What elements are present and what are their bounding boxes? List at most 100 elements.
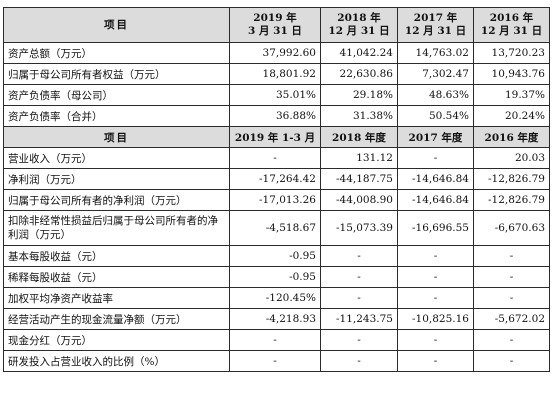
row-value: - (397, 329, 474, 351)
row-value: 18,801.92 (229, 63, 321, 85)
table-row: 资产总额（万元） 37,992.60 41,042.24 14,763.02 13,72… (3, 42, 550, 64)
row-value: -12,826.79 (473, 168, 550, 190)
row-value: -14,646.84 (397, 189, 474, 211)
row-value: 14,763.02 (397, 42, 474, 64)
row-value: 19.37% (473, 84, 550, 106)
header-period: 2019 年 1-3 月 (229, 126, 321, 148)
row-label: 研发投入占营业收入的比例（%） (3, 350, 230, 372)
header-item: 项目 (3, 7, 230, 43)
table-row: 加权平均净资产收益率 -120.45% - - - (3, 287, 550, 309)
row-label: 归属于母公司所有者的净利润（万元） (3, 189, 230, 211)
table-row: 经营活动产生的现金流量净额（万元） -4,218.93 -11,243.75 -10,… (3, 308, 550, 330)
row-value: 50.54% (397, 105, 474, 127)
table-row: 现金分红（万元） - - - - (3, 329, 550, 351)
row-value: -5,672.02 (473, 308, 550, 330)
row-label: 净利润（万元） (3, 168, 230, 190)
row-value: - (320, 245, 398, 267)
row-value: - (229, 147, 321, 169)
row-value: 48.63% (397, 84, 474, 106)
header-date-day: 12 月 31 日 (404, 25, 467, 37)
row-value: 31.38% (320, 105, 398, 127)
table-row: 营业收入（万元） -131.12-20.03 (3, 147, 550, 169)
row-label: 资产负债率（母公司） (3, 84, 230, 106)
row-label: 归属于母公司所有者权益（万元） (3, 63, 230, 85)
header-date-2017: 2017 年 12 月 31 日 (397, 7, 474, 43)
row-value: -4,218.93 (229, 308, 321, 330)
row-value: - (397, 147, 474, 169)
row-value: 13,720.23 (473, 42, 550, 64)
row-label: 稀释每股收益（元） (3, 266, 230, 288)
row-value: - (473, 287, 550, 309)
row-value: - (473, 350, 550, 372)
row-label: 基本每股收益（元） (3, 245, 230, 267)
header-period: 2017 年度 (397, 126, 474, 148)
row-value: - (473, 329, 550, 351)
row-value: - (320, 287, 398, 309)
row-value: 7,302.47 (397, 63, 474, 85)
row-value: - (397, 350, 474, 372)
row-value: - (320, 329, 398, 351)
table-row: 扣除非经常性损益后归属于母公司所有者的净利润（万元） -4,518.67 -15,0… (3, 210, 550, 246)
row-value: - (397, 266, 474, 288)
row-label: 现金分红（万元） (3, 329, 230, 351)
row-value: -44,187.75 (320, 168, 398, 190)
row-value: -120.45% (229, 287, 321, 309)
header-row-income: 项目 2019 年 1-3 月 2018 年度 2017 年度 2016 年度 (3, 126, 550, 148)
row-value: 37,992.60 (229, 42, 321, 64)
table-row: 净利润（万元） -17,264.42 -44,187.75 -14,646.84 -12… (3, 168, 550, 190)
row-value: -6,670.63 (473, 210, 550, 246)
header-date-day: 12 月 31 日 (480, 25, 543, 37)
row-value: - (473, 266, 550, 288)
row-value: -17,264.42 (229, 168, 321, 190)
row-value: -11,243.75 (320, 308, 398, 330)
header-date-day: 12 月 31 日 (328, 25, 390, 37)
row-value: 36.88% (229, 105, 321, 127)
table-row: 基本每股收益（元） -0.95- - - (3, 245, 550, 267)
row-value: - (320, 266, 398, 288)
table-row: 归属于母公司所有者的净利润（万元） -17,013.26 -44,008.90 -14… (3, 189, 550, 211)
row-value: -0.95 (229, 245, 321, 267)
table-row: 资产负债率（母公司） 35.01% 29.18% 48.63% 19.37% (3, 84, 550, 106)
header-date-year: 2017 年 (413, 12, 458, 24)
row-value: - (229, 329, 321, 351)
row-value: 20.03 (473, 147, 550, 169)
row-value: -15,073.39 (320, 210, 398, 246)
table-row: 研发投入占营业收入的比例（%） - - - - (3, 350, 550, 372)
row-value: -0.95 (229, 266, 321, 288)
row-value: - (397, 287, 474, 309)
row-value: - (473, 245, 550, 267)
row-value: - (229, 350, 321, 372)
row-label: 经营活动产生的现金流量净额（万元） (3, 308, 230, 330)
row-value: - (397, 245, 474, 267)
row-value: 10,943.76 (473, 63, 550, 85)
row-value: -14,646.84 (397, 168, 474, 190)
row-value: - (320, 350, 398, 372)
row-label: 资产负债率（合并） (3, 105, 230, 127)
header-date-2018: 2018 年 12 月 31 日 (320, 7, 398, 43)
header-date-year: 2016 年 (489, 12, 534, 24)
row-label: 资产总额（万元） (3, 42, 230, 64)
row-value: -12,826.79 (473, 189, 550, 211)
header-date-2016: 2016 年 12 月 31 日 (473, 7, 550, 43)
row-value: -44,008.90 (320, 189, 398, 211)
table-row: 资产负债率（合并） 36.88% 31.38% 50.54% 20.24% (3, 105, 550, 127)
table-row: 归属于母公司所有者权益（万元） 18,801.92 22,630.86 7,302.4… (3, 63, 550, 85)
header-period: 2018 年度 (320, 126, 398, 148)
header-date-year: 2018 年 (337, 12, 381, 24)
row-value: 22,630.86 (320, 63, 398, 85)
row-value: -4,518.67 (229, 210, 321, 246)
row-label: 扣除非经常性损益后归属于母公司所有者的净利润（万元） (3, 210, 230, 246)
row-value: -10,825.16 (397, 308, 474, 330)
row-value: -16,696.55 (397, 210, 474, 246)
row-label: 加权平均净资产收益率 (3, 287, 230, 309)
row-value: 131.12 (320, 147, 398, 169)
header-date-day: 3 月 31 日 (248, 25, 302, 37)
row-value: 29.18% (320, 84, 398, 106)
header-period: 2016 年度 (473, 126, 550, 148)
row-label: 营业收入（万元） (3, 147, 230, 169)
row-value: 41,042.24 (320, 42, 398, 64)
